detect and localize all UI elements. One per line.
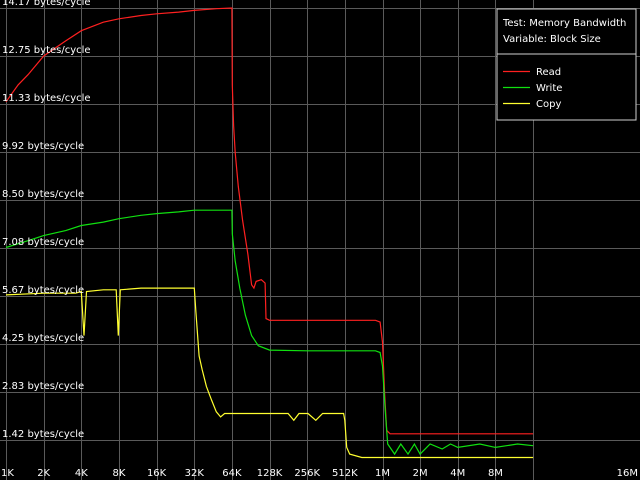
y-tick-label: 2.83 bytes/cycle — [2, 381, 84, 392]
y-tick-label: 1.42 bytes/cycle — [2, 429, 84, 440]
x-tick-label: 1K — [1, 468, 14, 479]
legend-variable-label: Variable: Block Size — [503, 34, 601, 45]
x-tick-label: 32K — [185, 468, 205, 479]
y-tick-labels: 14.17 bytes/cycle 12.75 bytes/cycle 11.33 … — [2, 0, 91, 440]
x-tick-label: 256K — [294, 468, 320, 479]
x-tick-label: 8K — [112, 468, 125, 479]
x-tick-label: 8M — [488, 468, 503, 479]
series-line-read — [5, 7, 534, 435]
x-tick-label: 16K — [147, 468, 167, 479]
y-tick-label: 5.67 bytes/cycle — [2, 285, 84, 296]
x-tick-label: 16M — [617, 468, 638, 479]
y-tick-label: 11.33 bytes/cycle — [2, 93, 91, 104]
x-tick-label: 4M — [450, 468, 465, 479]
y-tick-label: 7.08 bytes/cycle — [2, 237, 84, 248]
series-lines — [5, 7, 534, 459]
x-tick-label: 4K — [75, 468, 88, 479]
series-line-write — [5, 209, 534, 456]
x-tick-label: 2M — [413, 468, 428, 479]
legend-label-write: Write — [536, 83, 562, 94]
x-tick-label: 2K — [37, 468, 50, 479]
series-line-copy — [5, 287, 534, 459]
legend-label-read: Read — [536, 67, 561, 78]
y-tick-label: 14.17 bytes/cycle — [2, 0, 91, 8]
legend-test-label: Test: Memory Bandwidth — [502, 18, 626, 29]
x-tick-label: 64K — [222, 468, 242, 479]
y-tick-label: 12.75 bytes/cycle — [2, 45, 91, 56]
y-tick-label: 4.25 bytes/cycle — [2, 333, 84, 344]
x-tick-label: 1M — [375, 468, 390, 479]
legend-label-copy: Copy — [536, 99, 561, 110]
x-tick-labels: 1K 2K 4K 8K 16K 32K 64K 128K 256K 512K 1M 2M 4M 8M 16M — [1, 468, 638, 479]
x-tick-label: 512K — [332, 468, 358, 479]
legend: Test: Memory Bandwidth Variable: Block S… — [496, 8, 637, 121]
x-tick-label: 128K — [257, 468, 283, 479]
y-tick-label: 9.92 bytes/cycle — [2, 141, 84, 152]
legend-box — [496, 8, 637, 121]
y-tick-label: 8.50 bytes/cycle — [2, 189, 84, 200]
